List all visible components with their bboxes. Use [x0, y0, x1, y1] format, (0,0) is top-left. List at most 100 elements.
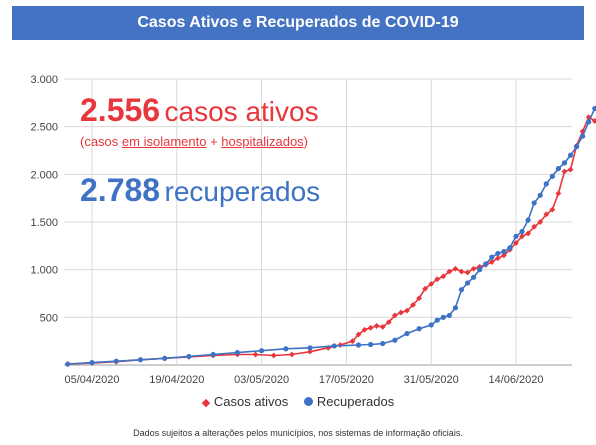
active-point	[452, 265, 459, 272]
y-tick-label: 500	[40, 312, 58, 324]
recovered-point	[416, 326, 422, 332]
recovered-point	[573, 144, 580, 150]
recovered-point	[513, 233, 519, 239]
active-point	[488, 259, 495, 265]
recovered-point	[586, 119, 592, 125]
recovered-label: recuperados	[164, 176, 321, 207]
recovered-point	[446, 312, 452, 319]
x-tick-label: 31/05/2020	[404, 374, 459, 386]
active-point	[428, 281, 435, 287]
active-point	[355, 331, 362, 338]
active-cases-callout: 2.556 casos ativos	[80, 92, 319, 129]
active-point	[543, 211, 550, 218]
recovered-point	[392, 337, 398, 343]
series-line-active	[67, 115, 596, 365]
recovered-callout: 2.788 recuperados	[80, 172, 320, 209]
active-point	[464, 269, 471, 276]
x-tick-label: 17/05/2020	[319, 374, 374, 386]
active-point	[410, 302, 416, 308]
note-open: (casos	[80, 134, 122, 149]
recovered-point	[561, 160, 568, 166]
recovered-point	[65, 361, 71, 367]
active-point	[440, 273, 447, 280]
active-point	[470, 265, 477, 272]
note-isolation: em isolamento	[121, 134, 207, 149]
diamond-icon: ◆	[201, 397, 211, 409]
footnote: Dados sujeitos a alterações pelos municí…	[133, 428, 463, 438]
recovered-point	[580, 133, 586, 139]
recovered-point	[355, 342, 362, 348]
recovered-point	[525, 217, 531, 223]
active-point	[519, 233, 525, 240]
legend-label-recovered: Recuperados	[316, 394, 395, 409]
active-point	[379, 323, 386, 330]
x-tick-label: 03/05/2020	[234, 374, 289, 386]
active-point	[270, 352, 277, 359]
active-point	[252, 351, 259, 358]
note-close: )	[303, 134, 309, 149]
recovered-point	[549, 173, 555, 179]
recovered-point	[507, 245, 513, 251]
recovered-point	[452, 305, 459, 311]
recovered-point	[259, 348, 265, 354]
recovered-point	[404, 330, 410, 337]
active-point	[458, 268, 465, 275]
active-point	[494, 255, 501, 262]
active-point	[555, 190, 562, 197]
y-tick-label: 3.000	[30, 74, 58, 86]
active-point	[549, 206, 556, 213]
recovered-value: 2.788	[80, 172, 161, 208]
recovered-point	[331, 343, 337, 349]
active-point	[567, 166, 574, 173]
recovered-point	[483, 261, 489, 267]
active-point	[361, 326, 368, 333]
recovered-point	[567, 152, 574, 158]
recovered-point	[307, 345, 313, 351]
legend-item-recovered: Recuperados	[303, 394, 395, 409]
active-cases-label: casos ativos	[164, 96, 319, 127]
chart-title: Casos Ativos e Recuperados de COVID-19	[12, 6, 584, 40]
active-point	[349, 338, 356, 345]
recovered-point	[380, 340, 386, 347]
active-point	[416, 295, 422, 302]
recovered-point	[137, 357, 144, 363]
recovered-point	[234, 350, 240, 356]
active-point	[398, 309, 404, 316]
recovered-point	[477, 267, 483, 273]
x-tick-label: 05/04/2020	[64, 374, 119, 386]
active-point	[288, 351, 295, 358]
active-point	[367, 324, 374, 331]
recovered-point	[592, 105, 596, 112]
recovered-point	[210, 351, 216, 358]
recovered-point	[440, 314, 446, 320]
recovered-point	[537, 192, 543, 198]
active-point	[561, 168, 568, 175]
y-tick-label: 1.000	[30, 265, 58, 277]
active-point	[373, 323, 380, 329]
recovered-point	[543, 181, 549, 187]
y-tick-label: 2.500	[30, 122, 58, 134]
active-point	[307, 348, 313, 355]
recovered-point	[113, 358, 119, 364]
active-point	[391, 312, 398, 319]
recovered-point	[519, 228, 525, 235]
recovered-point	[501, 248, 507, 255]
active-point	[531, 223, 538, 230]
active-point	[513, 240, 519, 246]
recovered-point	[186, 353, 192, 360]
y-tick-label: 2.000	[30, 169, 58, 181]
legend-label-active: Casos ativos	[213, 394, 289, 409]
active-point	[537, 219, 544, 225]
recovered-point	[555, 166, 562, 172]
circle-icon	[303, 397, 313, 406]
active-point	[422, 285, 429, 292]
active-cases-note: (casos em isolamento + hospitalizados)	[80, 134, 308, 149]
recovered-point	[89, 360, 95, 366]
recovered-point	[464, 280, 471, 286]
legend-item-active: ◆ Casos ativos	[202, 394, 289, 409]
recovered-point	[434, 317, 440, 323]
active-point	[385, 319, 392, 325]
note-hospital: hospitalizados	[221, 134, 304, 149]
active-cases-value: 2.556	[80, 92, 161, 128]
